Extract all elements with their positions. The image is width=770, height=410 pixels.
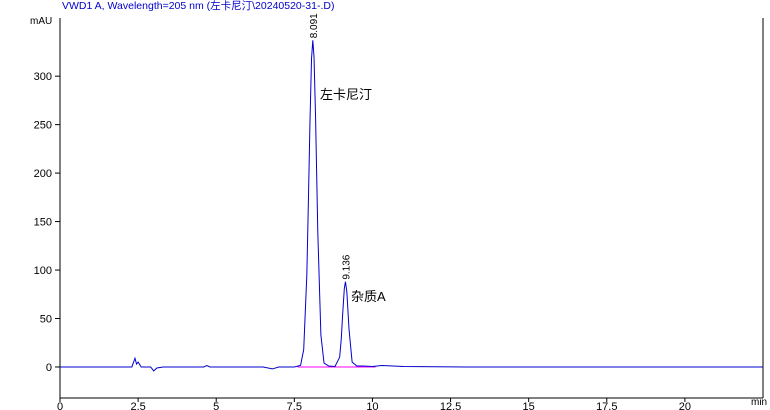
y-tick-label: 100 <box>34 265 52 277</box>
x-tick-label: 12.5 <box>440 401 461 410</box>
x-tick-label: 20 <box>679 401 691 410</box>
x-tick-label: 7.5 <box>287 401 302 410</box>
y-tick-label: 300 <box>34 71 52 83</box>
chart-title: VWD1 A, Wavelength=205 nm (左卡尼汀\20240520… <box>62 0 334 12</box>
x-tick-label: 5 <box>213 401 219 410</box>
chromatogram-trace <box>60 40 763 372</box>
peak-time-label: 9.136 <box>341 254 352 279</box>
y-tick-label: 250 <box>34 120 52 132</box>
y-tick-label: 0 <box>46 362 52 374</box>
y-unit: mAU <box>30 16 52 27</box>
y-tick-label: 200 <box>34 168 52 180</box>
x-tick-label: 0 <box>57 401 63 410</box>
x-tick-label: 17.5 <box>596 401 617 410</box>
x-unit: min <box>751 397 767 408</box>
x-tick-label: 2.5 <box>130 401 145 410</box>
x-tick-label: 15 <box>523 401 535 410</box>
peak-name: 左卡尼汀 <box>320 87 372 102</box>
x-tick-label: 10 <box>366 401 378 410</box>
peak-name: 杂质A <box>351 289 386 304</box>
y-tick-label: 50 <box>40 314 52 326</box>
y-tick-label: 150 <box>34 217 52 229</box>
peak-time-label: 8.091 <box>309 13 320 38</box>
